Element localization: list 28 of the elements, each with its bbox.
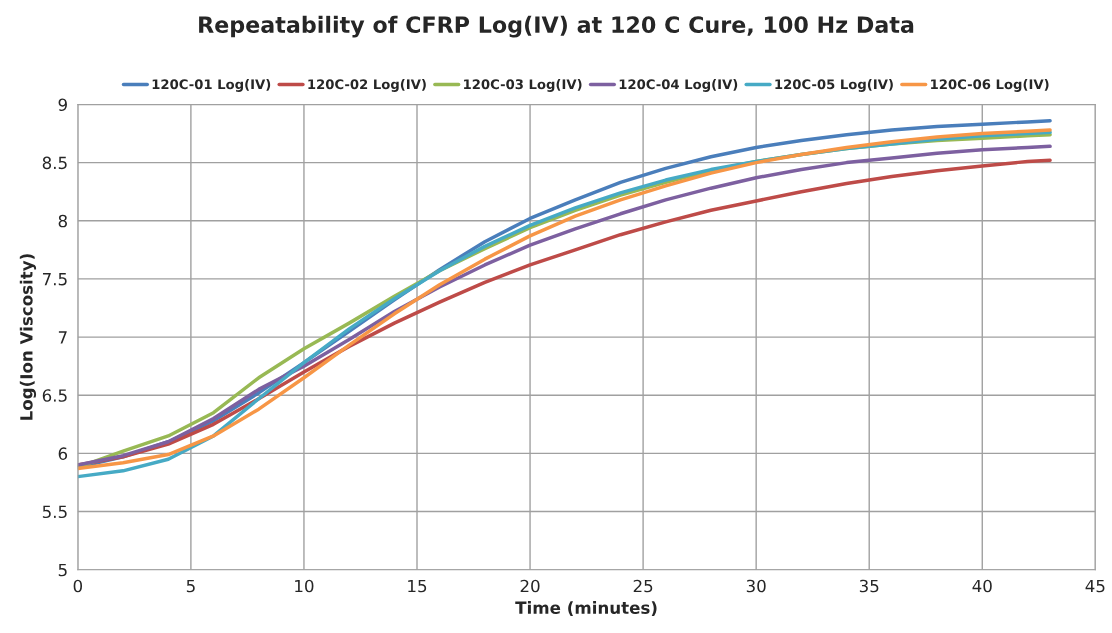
x-axis-title: Time (minutes) — [515, 601, 657, 616]
legend-label: 120C-01 Log(IV) — [152, 79, 271, 92]
legend-label: 120C-05 Log(IV) — [775, 79, 893, 92]
legend-label: 120C-02 Log(IV) — [308, 79, 426, 92]
y-tick-label: 6 — [58, 447, 68, 460]
x-tick-label: 25 — [633, 579, 653, 593]
x-tick-label: 10 — [295, 579, 314, 593]
y-tick-label: 6.5 — [42, 389, 67, 402]
y-tick-label: 8 — [58, 214, 67, 228]
x-tick-label: 15 — [408, 579, 427, 593]
y-tick-label: 5.5 — [42, 505, 67, 519]
x-tick-label: 40 — [972, 579, 992, 593]
legend-label: 120C-06 Log(IV) — [931, 79, 1049, 92]
y-tick-label: 8.5 — [42, 156, 67, 170]
x-tick-label: 5 — [186, 579, 195, 593]
x-tick-label: 45 — [1085, 579, 1105, 593]
x-tick-label: 20 — [520, 579, 540, 593]
y-tick-label: 7 — [58, 331, 67, 344]
legend-label: 120C-03 Log(IV) — [464, 79, 582, 92]
x-tick-label: 0 — [73, 579, 83, 593]
y-axis-title: Log(Ion Viscosity) — [19, 254, 37, 420]
legend-label: 120C-04 Log(IV) — [619, 79, 738, 92]
chart-title: Repeatability of CFRP Log(IV) at 120 C Cure, 100 Hz Data — [199, 15, 914, 38]
x-tick-label: 35 — [859, 579, 879, 593]
x-tick-label: 30 — [746, 579, 766, 593]
y-tick-label: 9 — [58, 98, 67, 112]
y-tick-label: 7.5 — [42, 273, 67, 286]
y-tick-label: 5 — [58, 563, 67, 577]
